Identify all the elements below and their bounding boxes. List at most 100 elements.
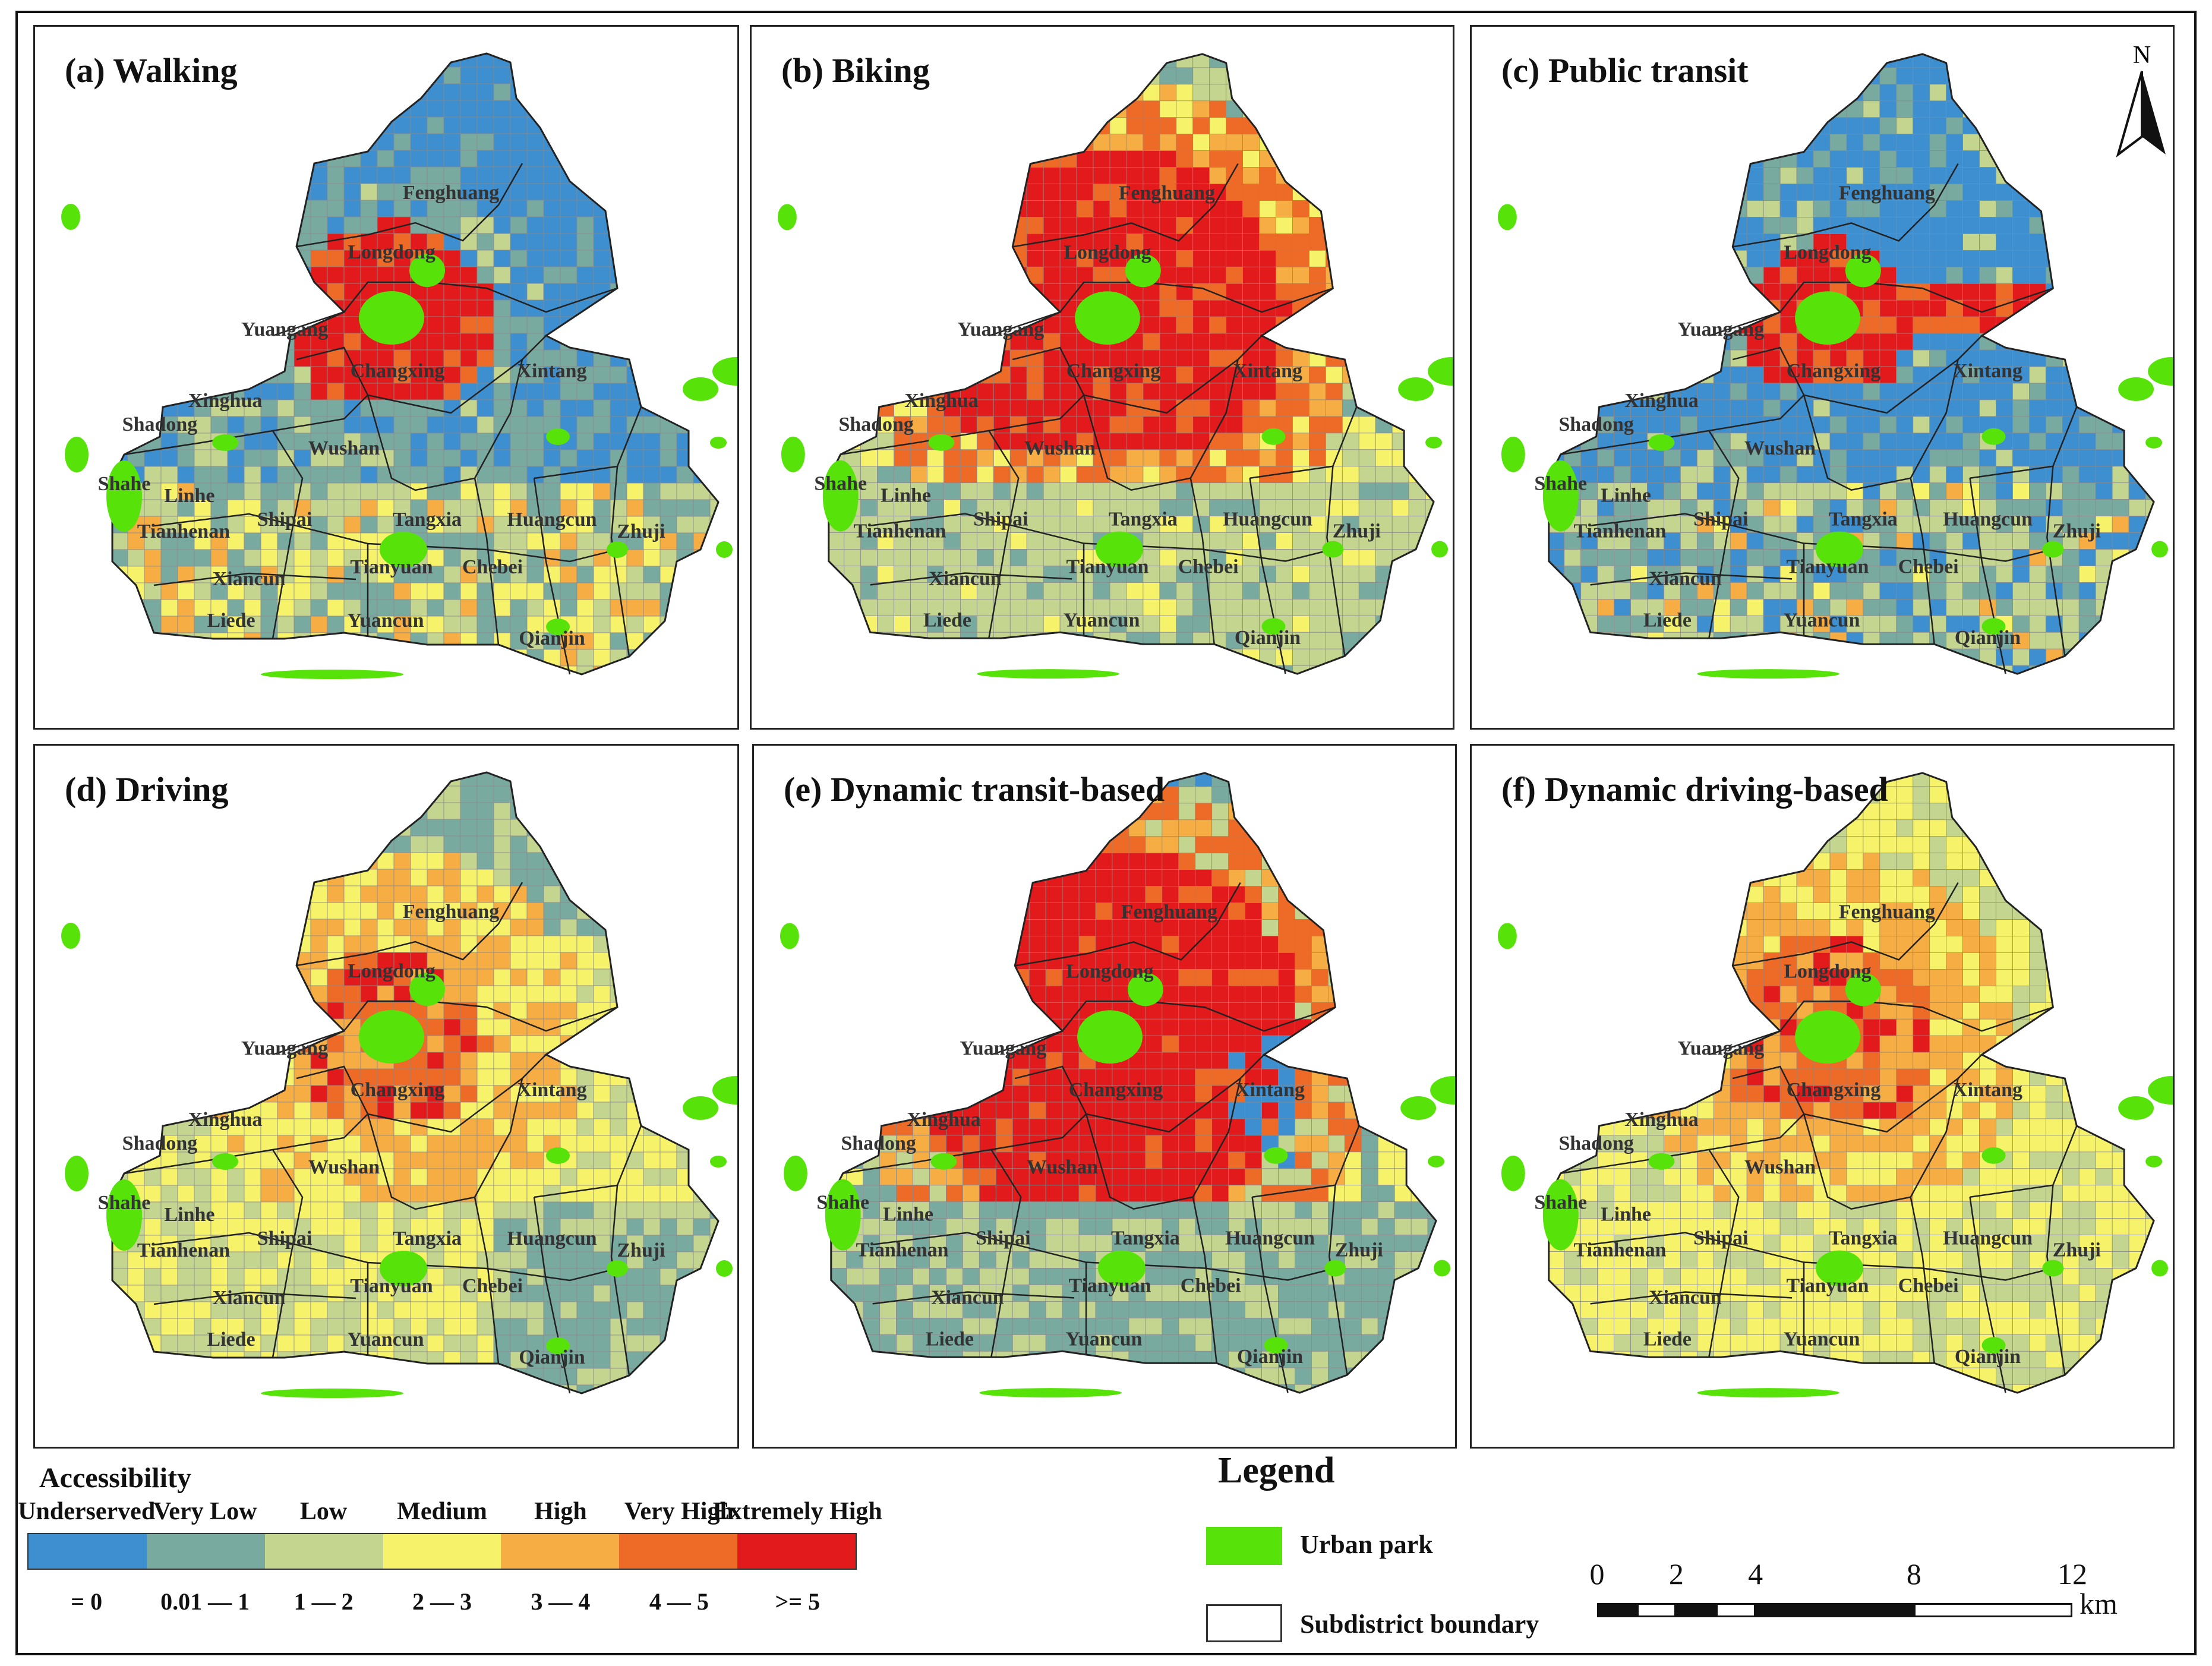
urban-park-patch — [777, 204, 797, 231]
subdistrict-boundary-line — [272, 430, 304, 639]
subdistrict-label-chebei: Chebei — [1178, 556, 1239, 578]
subdistrict-boundary-line — [367, 359, 523, 491]
subdistrict-label-xiancun: Xiancun — [213, 1287, 286, 1309]
subdistrict-label-longdong: Longdong — [348, 960, 435, 982]
scale-segment-5 — [1914, 1603, 2072, 1617]
map-legend: Legend Urban park Subdistrict boundary — [1200, 1450, 1580, 1652]
subdistrict-label-fenghuang: Fenghuang — [403, 901, 500, 923]
subdistrict-boundary-line — [1012, 335, 1263, 414]
class-label-0: Underserved — [18, 1498, 156, 1525]
scale-tick-2: 4 — [1748, 1557, 1763, 1591]
subdistrict-label-shipai: Shipai — [1693, 509, 1748, 531]
subdistrict-label-xiancun: Xiancun — [931, 1286, 1004, 1308]
urban-park-patch — [710, 437, 727, 449]
subdistrict-label-xiancun: Xiancun — [929, 567, 1002, 589]
subdistrict-label-longdong: Longdong — [1784, 960, 1871, 982]
subdistrict-label-yuancun: Yuancun — [1064, 609, 1140, 631]
subdistrict-label-yuancun: Yuancun — [1066, 1328, 1143, 1350]
subdistrict-label-xinghua: Xinghua — [188, 390, 263, 412]
subdistrict-label-wushan: Wushan — [308, 1156, 380, 1178]
urban-park-patch — [546, 1147, 570, 1164]
urban-park-patch — [1845, 973, 1881, 1006]
subdistrict-label-tianyuan: Tianyuan — [1786, 556, 1869, 578]
study-area-outline — [828, 53, 1435, 675]
study-area-outline — [1548, 53, 2155, 675]
subdistrict-label-chebei: Chebei — [1181, 1274, 1241, 1296]
subdistrict-label-tianhenan: Tianhenan — [1574, 520, 1667, 542]
urban-park-patch — [2148, 357, 2173, 386]
subdistrict-label-zhuji: Zhuji — [1335, 1239, 1383, 1261]
subdistrict-boundary-line — [1708, 430, 1740, 639]
subdistrict-label-chebei: Chebei — [462, 556, 523, 578]
subdistrict-label-tianhenan: Tianhenan — [137, 1239, 230, 1261]
subdistrict-boundary-line — [1012, 163, 1239, 248]
subdistrict-label-shahe: Shahe — [1534, 473, 1587, 495]
urban-park-patch — [65, 437, 89, 472]
subdistrict-boundary-line — [1590, 1291, 1793, 1305]
panel-title-d: (d) Driving — [65, 770, 229, 809]
subdistrict-boundary-line — [474, 478, 500, 645]
ramp-segment-6 — [737, 1534, 856, 1569]
urban-park-patch — [380, 1251, 427, 1286]
urban-park-patch — [2145, 1155, 2163, 1168]
accessibility-legend: Accessibility Underserved Very Low Low Medi… — [18, 1462, 891, 1640]
accessibility-color-ramp — [27, 1533, 857, 1570]
subdistrict-label-yuancun: Yuancun — [347, 1329, 424, 1351]
class-range-0: = 0 — [71, 1588, 103, 1615]
urban-park-patch — [1322, 541, 1344, 558]
urban-park-patch — [1400, 1096, 1437, 1120]
class-range-2: 1 — 2 — [294, 1588, 354, 1615]
scale-tick-1: 2 — [1668, 1557, 1684, 1591]
class-range-5: 4 — 5 — [649, 1588, 709, 1615]
subdistrict-boundary-line — [1083, 359, 1239, 491]
subdistrict-label-shipai: Shipai — [976, 1228, 1030, 1250]
scale-bar: km 0 2 4 8 12 — [1590, 1557, 2118, 1620]
urban-park-patch — [2148, 1076, 2173, 1105]
subdistrict-boundary-line — [1732, 1054, 1983, 1133]
subdistrict-boundary-line — [272, 1149, 304, 1358]
subdistrict-boundary-line — [1969, 1197, 2006, 1393]
urban-park-patch — [546, 428, 570, 445]
subdistrict-label-qianjin: Qianjin — [1237, 1346, 1303, 1368]
subdistrict-boundary-line — [988, 430, 1020, 639]
subdistrict-label-zhuji: Zhuji — [617, 1239, 665, 1261]
subdistrict-boundary-line — [1590, 1232, 2053, 1281]
accessibility-map-a: Fenghuang Longdong Yuangang Changxing Xintan… — [61, 52, 737, 679]
subdistrict-label-qianjin: Qianjin — [1955, 627, 2021, 649]
subdistrict-label-yuangang: Yuangang — [1677, 1037, 1764, 1059]
subdistrict-label-zhuji: Zhuji — [2053, 520, 2101, 542]
urban-park-patch — [716, 1260, 733, 1277]
subdistrict-label-xiancun: Xiancun — [213, 568, 286, 590]
subdistrict-boundary-line — [610, 466, 630, 657]
urban-park-patch — [1648, 434, 1675, 451]
subdistrict-boundary-line — [2046, 466, 2066, 657]
subdistrict-boundary-line — [1189, 478, 1215, 645]
panel-title-e: (e) Dynamic transit-based — [784, 770, 1165, 809]
urban-park-patch — [712, 1076, 737, 1105]
subdistrict-label-fenghuang: Fenghuang — [403, 182, 500, 204]
panel-title-c: (c) Public transit — [1501, 51, 1749, 90]
subdistrict-label-tianyuan: Tianyuan — [350, 1275, 433, 1297]
subdistrict-label-qianjin: Qianjin — [1235, 627, 1301, 649]
urban-park-patch — [1501, 436, 1525, 472]
urban-park-patch — [822, 460, 859, 532]
scale-bar-unit: km — [2080, 1587, 2118, 1620]
subdistrict-label-shipai: Shipai — [257, 509, 313, 531]
subdistrict-label-xintang: Xintang — [517, 360, 586, 382]
subdistrict-label-shipai: Shipai — [1693, 1228, 1748, 1250]
urban-park-patch — [1431, 541, 1449, 558]
urban-park-patch — [409, 254, 445, 287]
urban-park-patch — [2151, 541, 2169, 558]
study-area-outline — [111, 52, 720, 676]
map-panel-e: (e) Dynamic transit-based Fenghuang Longdo… — [752, 744, 1457, 1449]
urban-park-patch — [1324, 1260, 1346, 1277]
urban-park-patch — [1845, 254, 1881, 288]
subdistrict-label-huangcun: Huangcun — [507, 1228, 597, 1250]
urban-park-patch — [1096, 531, 1143, 567]
urban-park-patch — [1795, 291, 1860, 345]
subdistrict-boundary-line — [1590, 513, 2053, 562]
subdistrict-label-shahe: Shahe — [1534, 1192, 1587, 1214]
subdistrict-label-xinghua: Xinghua — [1624, 1109, 1699, 1131]
subdistrict-label-wushan: Wushan — [308, 437, 380, 459]
urban-park-patch — [1501, 1155, 1525, 1191]
